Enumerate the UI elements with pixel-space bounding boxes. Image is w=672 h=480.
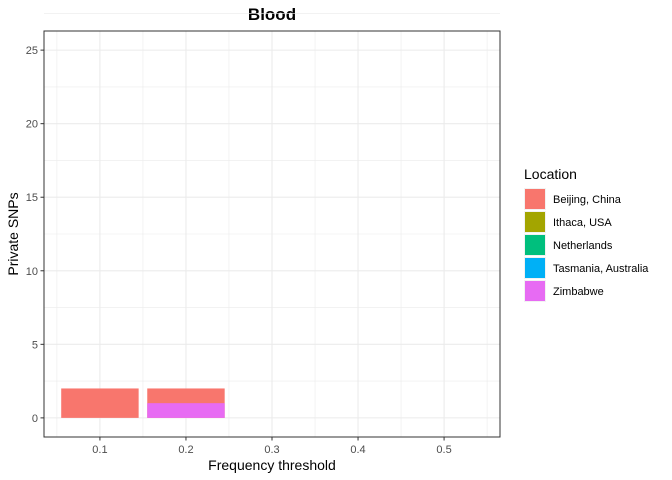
y-tick-label: 15 [26, 192, 38, 204]
legend-swatch-zimbabwe [525, 281, 545, 301]
y-tick-label: 10 [26, 266, 38, 278]
x-axis: 0.1 0.2 0.3 0.4 0.5 [92, 437, 452, 456]
legend-label-tasmania-australia: Tasmania, Australia [553, 263, 649, 275]
chart-title: Blood [248, 5, 296, 24]
x-tick-label: 0.4 [350, 444, 365, 456]
legend-label-netherlands: Netherlands [553, 240, 613, 252]
y-tick-label: 5 [32, 339, 38, 351]
legend-label-beijing-china: Beijing, China [553, 194, 622, 206]
x-tick-label: 0.1 [92, 444, 107, 456]
legend-swatch-beijing-china [525, 189, 545, 209]
bar-beijing-china-0-1 [61, 388, 139, 418]
legend-swatch-ithaca-usa [525, 212, 545, 232]
y-tick-label: 20 [26, 119, 38, 131]
legend-swatch-tasmania-australia [525, 258, 545, 278]
x-tick-label: 0.2 [178, 444, 193, 456]
legend-label-ithaca-usa: Ithaca, USA [553, 217, 612, 229]
y-tick-label: 0 [32, 413, 38, 425]
x-tick-label: 0.3 [264, 444, 279, 456]
legend: Location Beijing, China Ithaca, USA Nether… [524, 166, 649, 302]
y-tick-label: 25 [26, 45, 38, 57]
bar-layer [61, 388, 225, 418]
bar-zimbabwe-0-2 [147, 403, 225, 418]
x-tick-label: 0.5 [436, 444, 451, 456]
y-axis: 0 5 10 15 20 25 [26, 45, 44, 425]
legend-swatch-netherlands [525, 235, 545, 255]
legend-label-zimbabwe: Zimbabwe [553, 286, 604, 298]
y-axis-title: Private SNPs [5, 192, 21, 275]
legend-title: Location [524, 166, 577, 182]
x-axis-title: Frequency threshold [208, 457, 336, 473]
